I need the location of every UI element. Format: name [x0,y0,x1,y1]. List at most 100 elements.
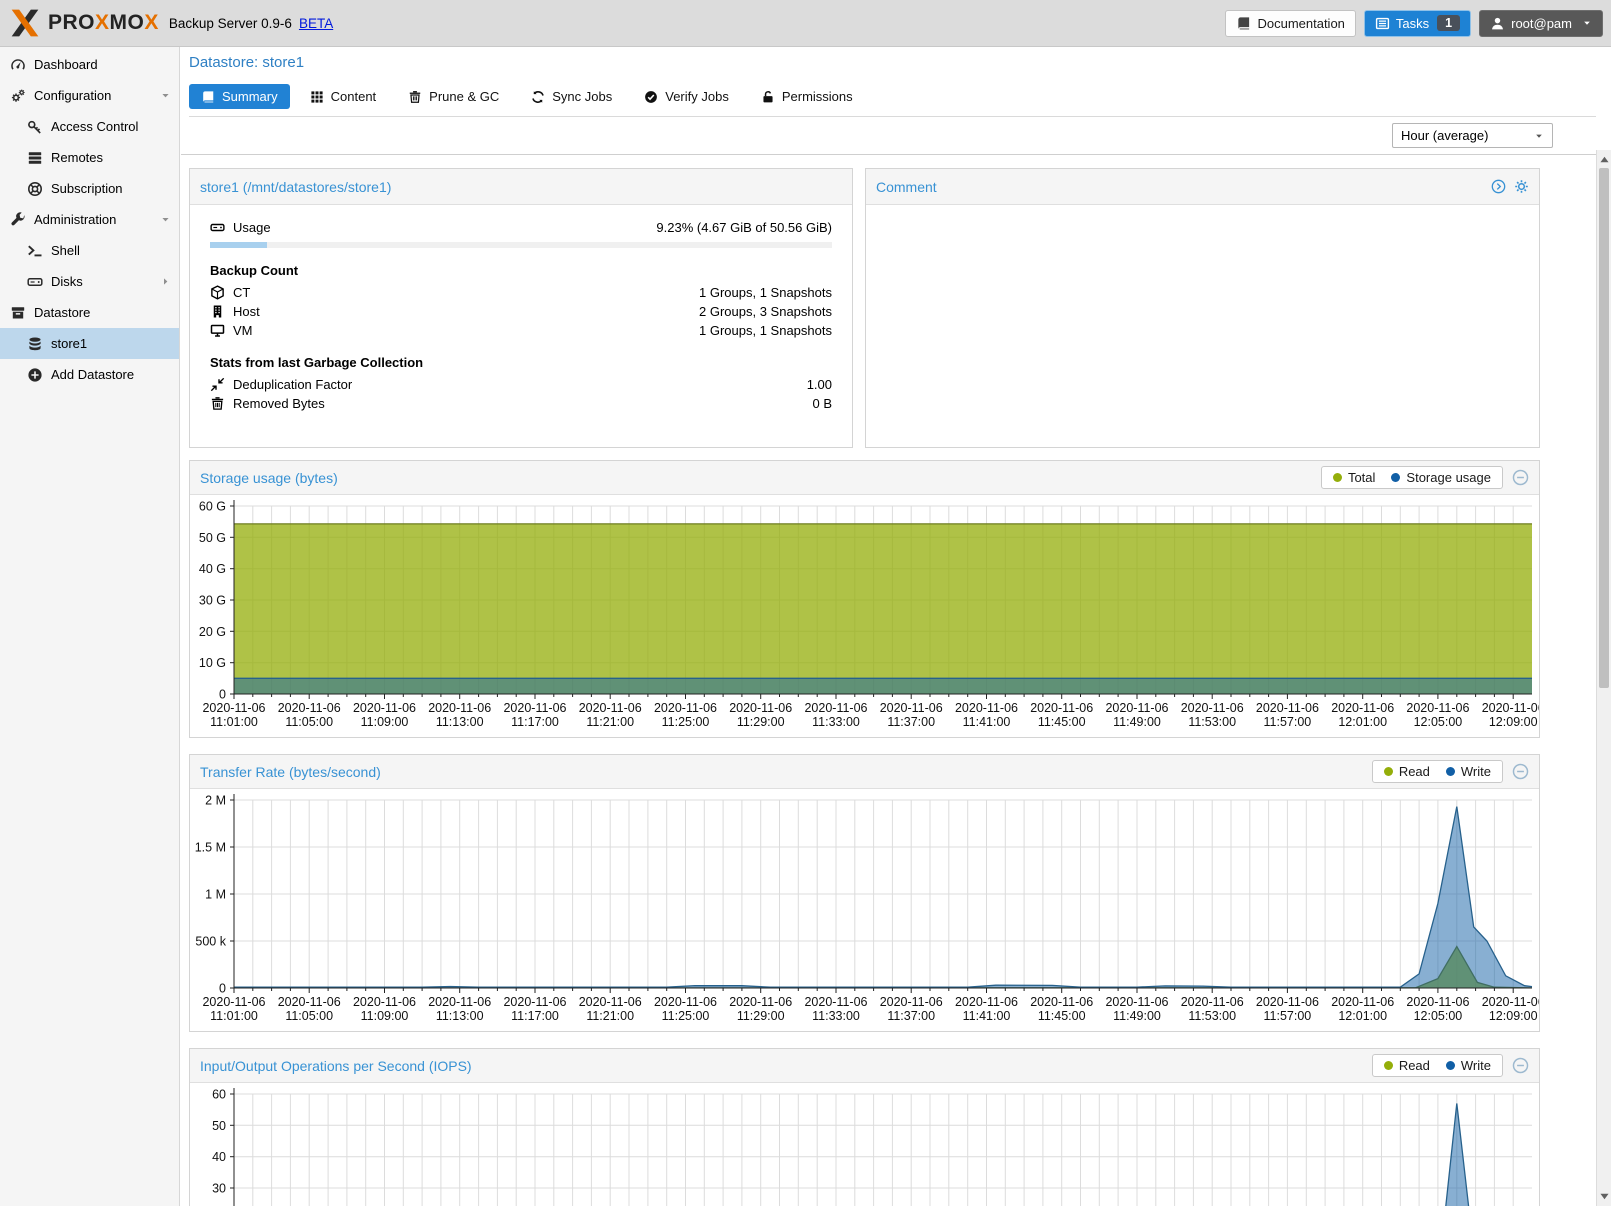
gc-stat-row: Removed Bytes 0 B [210,394,832,413]
storage-usage-panel: Storage usage (bytes) Total Storage usage 0… [189,460,1540,738]
svg-text:11:29:00: 11:29:00 [737,715,785,729]
remotes-icon [27,150,43,166]
scroll-down-arrow-icon[interactable] [1597,1189,1611,1204]
tab-summary[interactable]: Summary [189,84,290,109]
usage-label: Usage [233,220,271,235]
scroll-up-arrow-icon[interactable] [1597,152,1611,167]
tab-label: Permissions [781,89,853,104]
vertical-scrollbar[interactable] [1596,150,1611,1206]
user-menu-button[interactable]: root@pam [1479,9,1603,37]
beta-link[interactable]: BETA [298,15,334,31]
svg-text:2020-11-06: 2020-11-06 [804,701,867,715]
timeframe-value: Hour (average) [1401,128,1489,143]
collapse-circle-minus-icon[interactable] [1512,763,1529,780]
tab-content[interactable]: Content [298,84,389,109]
timeframe-select[interactable]: Hour (average) [1392,123,1553,148]
sidebar-item-remotes[interactable]: Remotes [0,142,179,173]
transfer-rate-legend[interactable]: Read Write [1371,760,1503,783]
sidebar-item-configuration[interactable]: Configuration [0,80,179,111]
gear-icon[interactable] [1514,179,1529,194]
sidebar-item-shell[interactable]: Shell [0,235,179,266]
legend-item[interactable]: Write [1445,1058,1491,1073]
storage-usage-legend[interactable]: Total Storage usage [1320,466,1503,489]
caret-right-icon[interactable] [160,276,171,287]
caret-down-icon[interactable] [160,214,171,225]
legend-item[interactable]: Read [1383,1058,1430,1073]
sidebar-item-add-datastore[interactable]: Add Datastore [0,359,179,390]
tasks-button[interactable]: Tasks 1 [1363,9,1472,37]
sidebar-item-datastore[interactable]: Datastore [0,297,179,328]
svg-text:2020-11-06: 2020-11-06 [880,701,943,715]
svg-text:2020-11-06: 2020-11-06 [1406,995,1469,1009]
subscription-icon [27,181,43,197]
tasks-count-badge: 1 [1437,15,1461,31]
svg-text:11:41:00: 11:41:00 [963,715,1011,729]
legend-item[interactable]: Read [1383,764,1430,779]
store1-icon [27,336,43,352]
svg-text:11:21:00: 11:21:00 [586,1009,634,1023]
sidebar-item-access-control[interactable]: Access Control [0,111,179,142]
svg-text:12:09:00: 12:09:00 [1489,1009,1538,1023]
svg-text:11:49:00: 11:49:00 [1113,715,1161,729]
comment-panel: Comment [865,168,1540,448]
tab-sync-jobs[interactable]: Sync Jobs [519,84,624,109]
tab-bar: Summary Content Prune & GC Sync Jobs Verify … [189,84,1596,117]
svg-text:11:01:00: 11:01:00 [210,715,258,729]
svg-text:2020-11-06: 2020-11-06 [1256,701,1319,715]
legend-label: Write [1460,764,1491,779]
access-control-icon [27,119,43,135]
sidebar-item-administration[interactable]: Administration [0,204,179,235]
sidebar-item-label: Add Datastore [51,367,135,382]
sidebar-item-store1[interactable]: store1 [0,328,179,359]
collapse-circle-minus-icon[interactable] [1512,469,1529,486]
tab-permissions[interactable]: Permissions [749,84,865,109]
svg-text:2020-11-06: 2020-11-06 [654,995,717,1009]
svg-text:11:13:00: 11:13:00 [436,715,484,729]
comment-panel-title: Comment [876,178,937,195]
tab-prune-gc[interactable]: Prune & GC [396,84,511,109]
storage-usage-title: Storage usage (bytes) [200,469,338,486]
svg-text:2020-11-06: 2020-11-06 [729,995,792,1009]
svg-text:11:45:00: 11:45:00 [1038,1009,1086,1023]
svg-text:2020-11-06: 2020-11-06 [579,701,642,715]
usage-value: 9.23% (4.67 GiB of 50.56 GiB) [656,220,832,235]
svg-text:50: 50 [212,1119,226,1133]
tab-verify-jobs[interactable]: Verify Jobs [632,84,741,109]
iops-legend[interactable]: Read Write [1371,1054,1503,1077]
administration-icon [10,211,26,228]
sidebar-item-dashboard[interactable]: Dashboard [0,49,179,80]
svg-text:11:05:00: 11:05:00 [285,1009,333,1023]
legend-item[interactable]: Total [1332,470,1375,485]
scrollbar-thumb[interactable] [1599,168,1609,688]
legend-label: Write [1460,1058,1491,1073]
svg-text:2020-11-06: 2020-11-06 [278,995,341,1009]
sidebar: Dashboard Configuration Access Control Remo… [0,47,180,1206]
expand-circle-icon[interactable] [1491,179,1506,194]
user-icon [1490,16,1505,31]
trash-icon [408,90,422,104]
caret-down-icon[interactable] [160,90,171,101]
collapse-circle-minus-icon[interactable] [1512,1057,1529,1074]
sidebar-item-disks[interactable]: Disks [0,266,179,297]
svg-text:2020-11-06: 2020-11-06 [1406,701,1469,715]
transfer-rate-title: Transfer Rate (bytes/second) [200,763,381,780]
main-content: Datastore: store1 Summary Content Prune & … [181,47,1596,1206]
legend-item[interactable]: Storage usage [1391,470,1491,485]
svg-text:40: 40 [212,1150,226,1164]
documentation-button[interactable]: Documentation [1225,9,1356,37]
legend-dot-icon [1445,1061,1455,1070]
svg-text:12:05:00: 12:05:00 [1414,715,1463,729]
configuration-icon [10,88,26,104]
grid-icon [310,90,324,104]
svg-text:2020-11-06: 2020-11-06 [1331,701,1394,715]
trash-icon [210,396,225,411]
legend-item[interactable]: Write [1445,764,1491,779]
svg-text:11:09:00: 11:09:00 [361,1009,409,1023]
svg-text:500 k: 500 k [195,935,226,949]
hdd-icon [210,220,225,235]
tasks-label: Tasks [1395,15,1430,31]
chevron-down-icon [1534,131,1544,141]
sidebar-item-subscription[interactable]: Subscription [0,173,179,204]
svg-text:2020-11-06: 2020-11-06 [729,701,792,715]
sidebar-item-label: Dashboard [34,57,98,72]
